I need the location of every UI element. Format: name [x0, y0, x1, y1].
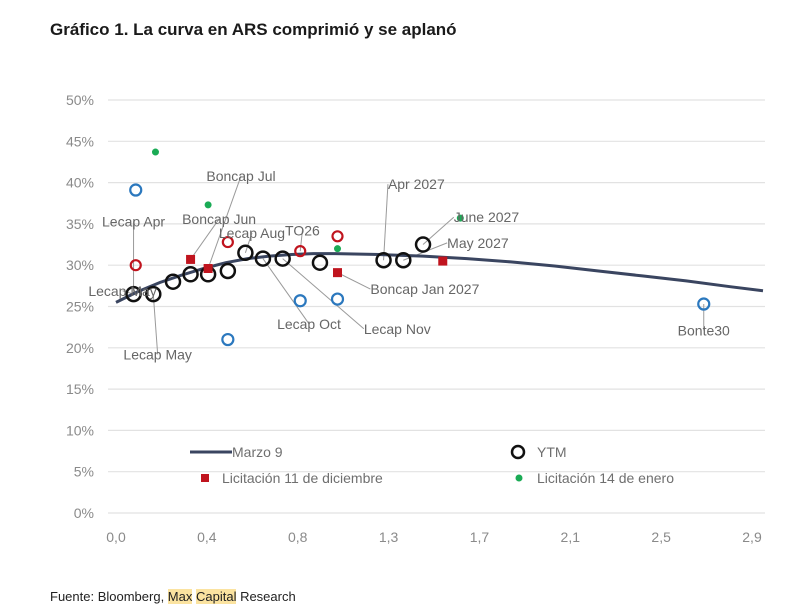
legend-marker-licitacion-diciembre: [201, 474, 209, 482]
y-tick-label: 5%: [74, 464, 94, 480]
y-tick-label: 30%: [66, 257, 94, 273]
y-tick-label: 15%: [66, 381, 94, 397]
licitacion-enero-point: [151, 148, 159, 156]
leader-line: [337, 272, 371, 290]
ytm-point: [182, 266, 199, 283]
ytm-point: [414, 236, 432, 253]
source-suffix: Research: [236, 589, 296, 604]
red-hollow-point: [129, 259, 142, 272]
annotation-label: TO26: [285, 222, 320, 238]
leader-line: [244, 232, 253, 253]
source-note: Fuente: Bloomberg, Max Capital Research: [50, 589, 296, 604]
x-tick-label: 1,7: [470, 529, 490, 545]
legend-label-ytm: YTM: [537, 444, 567, 460]
licitacion-enero-point: [456, 214, 464, 222]
y-axis-ticks: 0% 5% 10% 15% 20% 25% 30% 35% 40% 45% 50%: [66, 92, 94, 521]
curve-line-marzo9: [115, 252, 764, 304]
legend-label-licitacion-enero: Licitación 14 de enero: [537, 470, 674, 486]
annotation-label: Lecap Oct: [277, 316, 341, 332]
y-tick-label: 45%: [66, 133, 94, 149]
leader-line: [207, 175, 242, 269]
blue-hollow-point: [330, 292, 345, 306]
x-tick-label: 0,4: [197, 529, 217, 545]
leader-line: [299, 230, 303, 252]
licitacion-enero-point: [204, 201, 212, 209]
x-tick-label: 0,8: [288, 529, 308, 545]
ytm-point: [237, 244, 254, 262]
blue-hollow-point: [697, 297, 711, 311]
source-highlight-max: Max: [167, 589, 193, 604]
curve-series: [115, 252, 764, 304]
source-highlight-capital: Capital: [195, 589, 237, 604]
leader-line: [152, 294, 159, 355]
licitacion-diciembre-point: [438, 256, 448, 266]
gridlines: [108, 99, 765, 514]
annotation-labels: Lecap Apr Lecap May Lecap May Boncap Jun Bon…: [88, 168, 730, 362]
data-points: [125, 148, 711, 347]
ytm-point: [145, 285, 162, 303]
x-tick-label: 1,3: [379, 529, 399, 545]
annotation-label: May 2027: [447, 235, 509, 251]
y-tick-label: 10%: [66, 422, 94, 438]
annotation-label: Lecap Apr: [102, 213, 165, 229]
legend-label-licitacion-diciembre: Licitación 11 de diciembre: [222, 470, 383, 486]
annotation-label: Bonte30: [678, 322, 730, 338]
annotation-label: Apr 2027: [388, 176, 445, 192]
annotation-label: Boncap Jun: [182, 211, 256, 227]
annotation-label: Lecap May: [123, 346, 191, 362]
ytm-point: [164, 273, 182, 290]
chart-title: Gráfico 1. La curva en ARS comprimió y s…: [50, 20, 457, 39]
legend-marker-licitacion-enero: [515, 474, 523, 482]
leader-line: [383, 184, 389, 261]
x-tick-label: 2,1: [561, 529, 581, 545]
leader-line: [282, 258, 365, 330]
licitacion-diciembre-point: [333, 268, 343, 278]
legend-label-marzo9: Marzo 9: [232, 444, 283, 460]
y-tick-label: 40%: [66, 175, 94, 191]
licitacion-diciembre-point: [186, 254, 196, 264]
annotation-label: Lecap May: [88, 283, 156, 299]
annotation-label: Lecap Aug: [219, 225, 285, 241]
x-tick-label: 2,5: [651, 529, 671, 545]
leader-line: [262, 258, 310, 325]
ytm-point: [125, 285, 142, 303]
annotation-label: June 2027: [454, 209, 520, 225]
annotation-label: Boncap Jul: [206, 168, 275, 184]
ytm-point: [395, 251, 412, 269]
y-tick-label: 20%: [66, 340, 94, 356]
ytm-point: [274, 250, 291, 267]
source-prefix: Fuente: Bloomberg,: [50, 589, 168, 604]
leader-line: [190, 218, 220, 260]
x-axis-ticks: 0,0 0,4 0,8 1,3 1,7 2,1 2,5 2,9: [106, 529, 762, 545]
x-tick-label: 0,0: [106, 529, 126, 545]
y-tick-label: 0%: [74, 505, 94, 521]
annotation-label: Boncap Jan 2027: [370, 281, 479, 297]
blue-hollow-point: [293, 294, 307, 308]
legend: Marzo 9 YTM Licitación 11 de diciembre L…: [190, 444, 674, 486]
ytm-point: [219, 262, 237, 280]
licitacion-diciembre-point: [203, 264, 213, 274]
blue-hollow-point: [129, 183, 143, 197]
licitacion-enero-point: [334, 245, 342, 253]
x-tick-label: 2,9: [742, 529, 762, 545]
legend-marker-ytm: [510, 444, 526, 460]
red-hollow-point: [331, 230, 344, 243]
red-hollow-point: [294, 245, 307, 258]
ytm-point: [311, 254, 329, 271]
ytm-point: [375, 251, 392, 269]
blue-hollow-point: [221, 332, 235, 347]
y-tick-label: 50%: [66, 92, 94, 108]
ytm-point: [254, 250, 272, 267]
y-tick-label: 35%: [66, 216, 94, 232]
y-tick-label: 25%: [66, 299, 94, 315]
red-hollow-point: [221, 235, 234, 249]
annotation-label: Lecap Nov: [364, 321, 431, 337]
